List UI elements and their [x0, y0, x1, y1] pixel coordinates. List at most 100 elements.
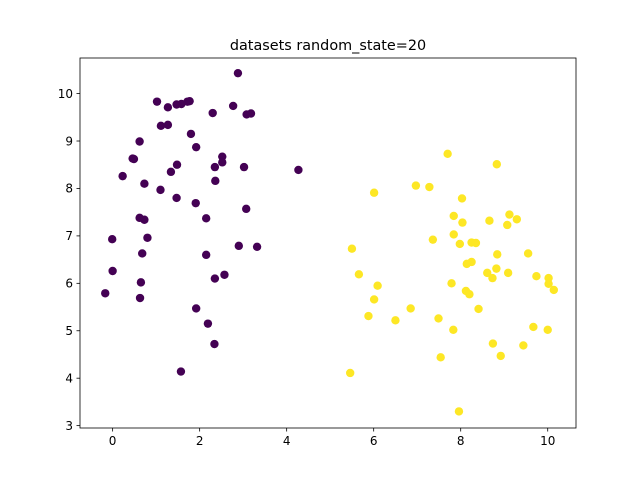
- y-tick-label-2: 5: [65, 324, 73, 338]
- data-point-1-25: [354, 270, 364, 279]
- data-point-0-12: [163, 120, 173, 130]
- data-point-0-42: [210, 274, 220, 283]
- data-point-0-34: [143, 233, 152, 242]
- data-point-0-43: [136, 278, 146, 287]
- data-point-0-24: [118, 171, 127, 181]
- x-tick-label-3: 6: [370, 434, 378, 448]
- data-point-1-0: [443, 149, 452, 159]
- data-point-0-29: [191, 198, 200, 208]
- data-point-1-3: [425, 182, 434, 192]
- data-point-0-7: [172, 100, 181, 109]
- data-point-1-9: [512, 215, 522, 224]
- data-point-1-16: [455, 239, 465, 249]
- data-point-0-13: [186, 129, 196, 139]
- data-point-1-27: [488, 273, 497, 283]
- data-point-0-48: [210, 339, 219, 349]
- y-tick-label-4: 7: [65, 229, 73, 243]
- data-point-0-10: [246, 109, 256, 118]
- data-point-0-50: [294, 165, 303, 175]
- data-point-1-43: [543, 325, 552, 335]
- data-point-1-40: [391, 316, 400, 325]
- data-point-0-31: [201, 214, 211, 223]
- data-point-0-21: [210, 162, 220, 172]
- data-point-0-11: [156, 121, 166, 131]
- data-point-0-47: [203, 319, 213, 328]
- data-point-1-7: [449, 211, 458, 221]
- data-point-0-23: [166, 167, 176, 177]
- data-point-0-17: [129, 154, 139, 164]
- data-point-0-1: [152, 97, 162, 106]
- data-point-1-44: [488, 339, 498, 348]
- data-point-1-8: [485, 216, 494, 225]
- x-tick-label-0: 0: [109, 434, 117, 448]
- data-point-0-44: [101, 289, 110, 298]
- data-point-1-47: [436, 353, 445, 362]
- y-tick-label-3: 6: [65, 277, 73, 291]
- plot-frame: [79, 57, 577, 429]
- data-point-0-27: [156, 185, 165, 195]
- data-point-0-36: [234, 241, 244, 251]
- data-point-1-32: [549, 285, 559, 295]
- y-axis-ticks: 3 4 5 6 7 8 9 10: [58, 87, 80, 433]
- data-point-1-6: [505, 210, 514, 219]
- data-point-0-39: [201, 250, 211, 260]
- data-point-0-40: [108, 266, 117, 276]
- data-point-1-18: [523, 249, 533, 258]
- data-point-1-23: [483, 268, 492, 278]
- data-point-1-35: [369, 295, 379, 304]
- data-point-1-41: [529, 322, 538, 332]
- data-point-0-15: [191, 142, 201, 152]
- data-point-1-13: [428, 235, 438, 244]
- data-point-1-4: [369, 188, 379, 197]
- data-point-0-35: [108, 235, 117, 244]
- data-point-0-0: [233, 68, 243, 78]
- data-point-1-36: [406, 304, 415, 313]
- x-axis-ticks: 0 2 4 6 8 10: [109, 428, 555, 448]
- data-point-0-38: [138, 249, 147, 258]
- y-tick-label-1: 4: [65, 371, 73, 385]
- points-layer: [101, 68, 559, 416]
- y-tick-label-0: 3: [65, 419, 73, 433]
- y-tick-label-7: 10: [58, 87, 73, 101]
- data-point-1-2: [411, 181, 421, 190]
- data-point-1-46: [496, 351, 505, 361]
- data-point-0-6: [228, 101, 238, 111]
- data-point-0-20: [218, 158, 227, 167]
- data-point-1-19: [493, 250, 502, 259]
- x-tick-label-5: 10: [540, 434, 555, 448]
- data-point-1-24: [503, 268, 513, 278]
- data-point-0-45: [135, 293, 145, 303]
- x-tick-label-4: 8: [457, 434, 465, 448]
- data-point-0-37: [252, 242, 262, 251]
- data-point-0-14: [135, 137, 144, 146]
- data-point-0-33: [140, 215, 149, 224]
- data-point-0-5: [163, 103, 173, 112]
- data-point-0-30: [242, 204, 251, 214]
- data-point-1-1: [492, 160, 502, 169]
- data-point-1-5: [457, 194, 467, 203]
- data-point-0-26: [140, 179, 149, 188]
- data-point-1-10: [458, 218, 467, 227]
- data-point-1-22: [492, 264, 501, 273]
- data-point-0-49: [176, 367, 186, 376]
- data-point-1-42: [449, 325, 458, 335]
- data-point-0-25: [211, 176, 220, 186]
- y-tick-label-6: 9: [65, 134, 73, 148]
- data-point-1-45: [519, 341, 528, 350]
- data-point-1-17: [347, 244, 357, 253]
- data-point-1-26: [532, 272, 541, 281]
- x-tick-label-2: 4: [283, 434, 291, 448]
- data-point-0-8: [208, 108, 217, 118]
- data-point-1-31: [447, 279, 456, 288]
- y-tick-label-5: 8: [65, 182, 73, 196]
- data-point-1-34: [465, 290, 474, 299]
- x-tick-label-1: 2: [196, 434, 204, 448]
- data-point-0-4: [185, 96, 194, 106]
- data-point-0-46: [191, 304, 201, 313]
- data-point-1-12: [449, 230, 458, 239]
- data-point-1-15: [471, 238, 481, 248]
- data-point-0-28: [172, 193, 181, 203]
